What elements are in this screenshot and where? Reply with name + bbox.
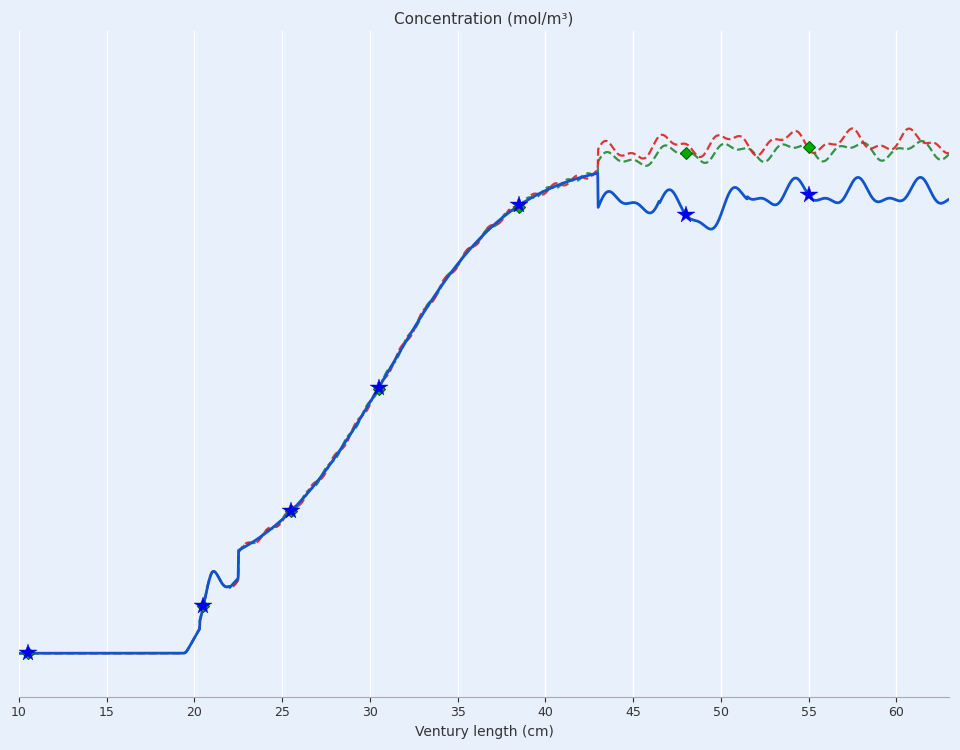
Title: Concentration (mol/m³): Concentration (mol/m³) (395, 11, 574, 26)
X-axis label: Ventury length (cm): Ventury length (cm) (415, 725, 553, 739)
